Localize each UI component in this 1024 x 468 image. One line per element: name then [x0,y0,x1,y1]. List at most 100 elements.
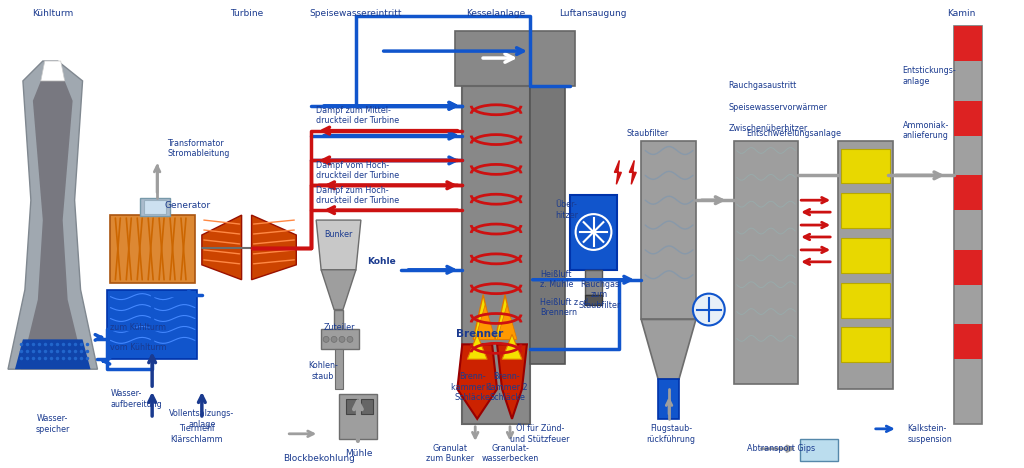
Text: Luftansaugung: Luftansaugung [559,9,627,18]
Bar [954,324,982,359]
Text: Kalkstein-
suspension: Kalkstein- suspension [907,424,952,444]
Text: Kohlen-
staub: Kohlen- staub [308,361,338,381]
Circle shape [331,336,337,343]
Polygon shape [495,295,515,339]
Polygon shape [202,215,242,280]
Text: Dampf vom Hoch-
druckteil der Turbine: Dampf vom Hoch- druckteil der Turbine [316,161,399,180]
Text: Wasser-
aufbereitung: Wasser- aufbereitung [111,389,162,409]
Bar [346,399,358,414]
Text: Dampf zum Hoch-
druckteil der Turbine: Dampf zum Hoch- druckteil der Turbine [316,185,399,205]
Text: Entstickungs-
anlage: Entstickungs- anlage [903,66,956,86]
Text: Brenner: Brenner [456,329,503,339]
Text: Rauchgasaustritt: Rauchgasaustritt [729,81,797,90]
Polygon shape [8,61,97,369]
Bar [111,215,195,283]
Bar [585,295,602,305]
Bar [334,309,343,329]
Bar [335,349,343,389]
Text: Brenn-
kammer 1
Schläcke: Brenn- kammer 1 Schläcke [452,372,493,402]
Bar [569,195,617,270]
Text: Granulat-
wasserbecken: Granulat- wasserbecken [481,444,539,463]
Text: Heißluft
z. Mühle: Heißluft z. Mühle [540,270,573,289]
Text: Rauchgas
zum
Staubfilter: Rauchgas zum Staubfilter [579,280,621,309]
Bar [841,328,890,362]
Bar [841,148,890,183]
Bar [954,26,982,424]
Polygon shape [252,215,296,280]
Bar [954,101,982,136]
Bar [140,198,170,216]
Text: Flugstaub-
rückführung: Flugstaub- rückführung [646,424,695,444]
Text: Blockbekohlung: Blockbekohlung [284,454,355,463]
Text: Heißluft z. d.
Brennern: Heißluft z. d. Brennern [540,298,591,317]
Bar [954,250,982,285]
Polygon shape [322,270,356,309]
Bar [322,329,359,349]
Polygon shape [473,295,494,339]
Bar [641,140,696,320]
Text: Speisewasservorwärmer: Speisewasservorwärmer [729,103,827,112]
Text: zum Kühlturm: zum Kühlturm [111,323,167,332]
Text: Abtransport Gips: Abtransport Gips [746,444,815,453]
Polygon shape [20,76,85,369]
Text: Vollentsalzungs-
anlage: Vollentsalzungs- anlage [169,409,234,429]
Text: Ammoniak-
anlieferung: Ammoniak- anlieferung [903,121,949,140]
Text: Kesselanlage: Kesselanlage [467,9,525,18]
Polygon shape [502,335,522,359]
Bar [838,140,893,389]
Bar [801,439,838,461]
Polygon shape [641,320,696,379]
Polygon shape [630,161,636,184]
Bar [456,31,574,86]
Polygon shape [475,305,495,339]
Bar [339,394,377,439]
Text: Öl für Zünd-
und Stützfeuer: Öl für Zünd- und Stützfeuer [510,424,569,444]
Text: Turbine: Turbine [230,9,263,18]
Text: Über-
hitzer: Über- hitzer [556,200,579,220]
Text: Kamin: Kamin [947,9,976,18]
Polygon shape [15,339,90,369]
Text: Bunker: Bunker [324,231,352,240]
Bar [462,86,529,424]
Polygon shape [497,305,517,339]
Bar [841,193,890,228]
Bar [841,283,890,317]
Text: Speisewassereintritt: Speisewassereintritt [309,9,402,18]
Text: Zwischenüberhitzer: Zwischenüberhitzer [729,124,808,133]
Circle shape [693,293,725,325]
Circle shape [339,336,345,343]
Bar [841,238,890,273]
Text: Granulat
zum Bunker: Granulat zum Bunker [426,444,474,463]
Text: Kühlturm: Kühlturm [32,9,74,18]
Polygon shape [497,344,527,419]
Circle shape [347,336,353,343]
Bar [585,270,602,295]
Text: Mühle: Mühle [345,449,373,458]
Bar [144,200,166,214]
Text: Transformator
Stromableitung: Transformator Stromableitung [167,139,229,158]
Polygon shape [316,220,360,270]
Polygon shape [458,344,497,419]
Polygon shape [467,335,487,359]
Text: Zuteiler: Zuteiler [324,323,354,332]
Text: Dampf zum Mittel-
druckteil der Turbine: Dampf zum Mittel- druckteil der Turbine [316,106,399,125]
Bar [108,290,197,359]
Text: Tiermehl
Klärschlamm: Tiermehl Klärschlamm [171,424,223,444]
Bar [360,399,373,414]
Text: Entschwefelungsanlage: Entschwefelungsanlage [745,129,841,138]
Text: Generator: Generator [164,201,210,210]
Text: vom Kühlturm: vom Kühlturm [111,343,167,352]
Bar [954,176,982,210]
Bar [954,26,982,61]
Bar [529,86,564,364]
Circle shape [575,214,611,250]
Bar [733,140,799,384]
Polygon shape [41,61,65,81]
Polygon shape [614,161,622,184]
Circle shape [324,336,329,343]
Bar [658,379,679,419]
Text: Staubfilter: Staubfilter [626,129,669,138]
Text: Brenn-
kammer 2
Schläcke: Brenn- kammer 2 Schläcke [486,372,527,402]
Text: Wasser-
speicher: Wasser- speicher [36,414,70,433]
Text: Kohle: Kohle [367,257,395,266]
